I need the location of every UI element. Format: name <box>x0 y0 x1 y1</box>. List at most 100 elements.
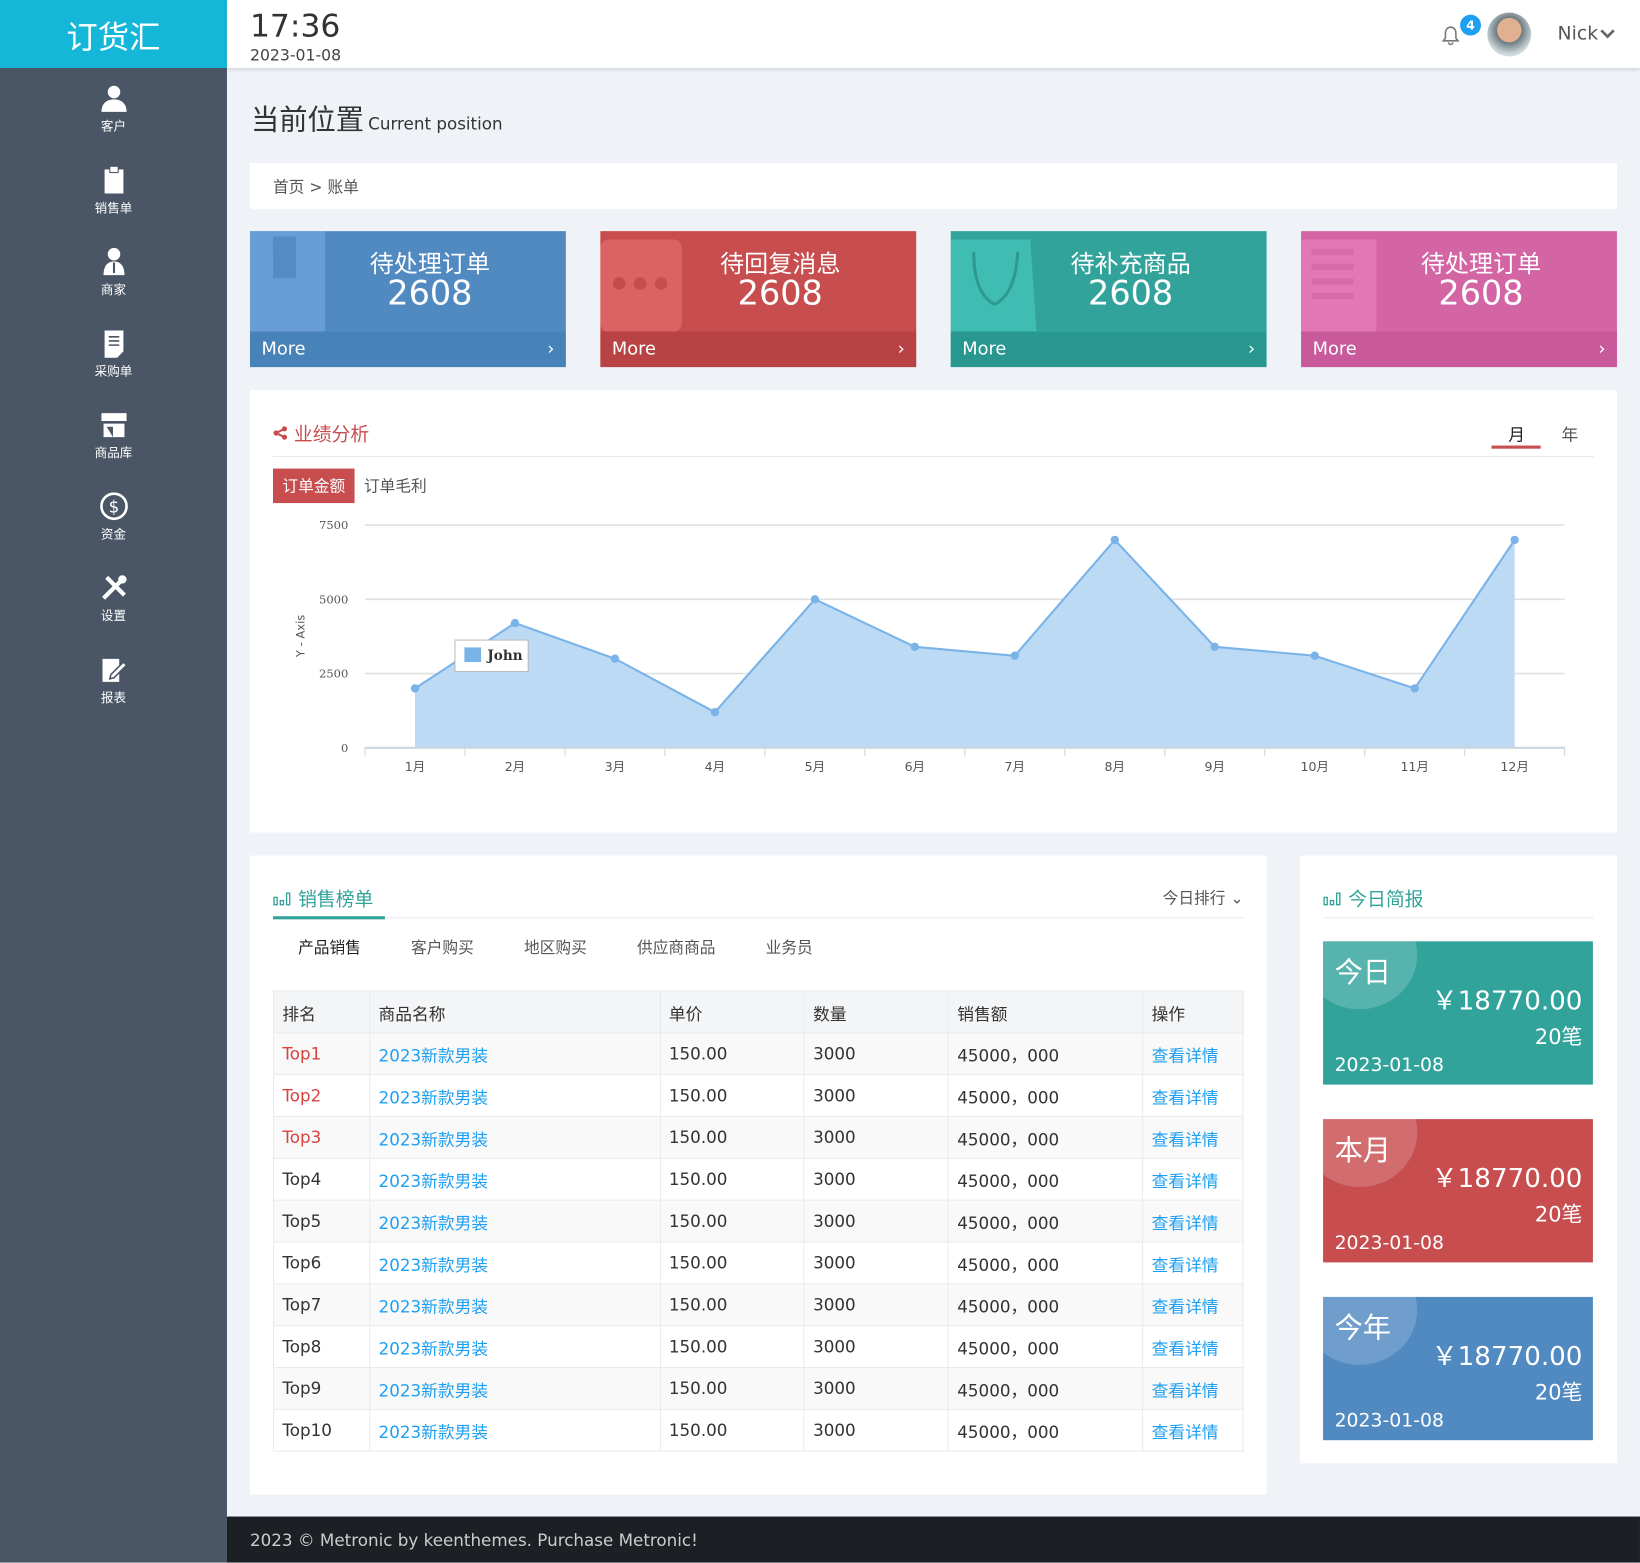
ranking-dropdown-label: 今日排行 <box>1162 889 1226 908</box>
card-more-link[interactable]: More › <box>249 331 566 368</box>
table-row: Top10 2023新款男装 150.00 3000 45000，000 查看详情 <box>272 1408 1244 1452</box>
stat-card-1[interactable]: 待回复消息 2608 More › <box>600 231 917 368</box>
card-more-link[interactable]: More › <box>600 331 917 368</box>
summary-label: 今年 <box>1334 1312 1392 1346</box>
product-link[interactable]: 2023新款男装 <box>378 1170 489 1191</box>
x-tick-label: 10月 <box>1300 759 1329 774</box>
view-details-link[interactable]: 查看详情 <box>1151 1087 1219 1108</box>
table-row: Top6 2023新款男装 150.00 3000 45000，000 查看详情 <box>272 1241 1244 1285</box>
summary-amount: ￥18770.00 <box>1431 985 1583 1016</box>
metric-gross-profit-button[interactable]: 订单毛利 <box>363 476 427 496</box>
sidebar-item-1[interactable]: 销售单 <box>0 150 227 232</box>
table-cell: Top4 <box>272 1157 371 1201</box>
summary-card-2: 今年 ￥18770.00 20笔 2023-01-08 <box>1323 1296 1593 1441</box>
product-link[interactable]: 2023新款男装 <box>378 1212 489 1233</box>
table-cell: 3000 <box>803 1074 949 1118</box>
sidebar-item-2[interactable]: 商家 <box>0 231 227 313</box>
table-cell: Top7 <box>272 1283 371 1327</box>
dollar-icon: $ <box>99 492 128 521</box>
sales-tab-1[interactable]: 客户购买 <box>411 938 474 957</box>
sidebar-item-3[interactable]: 采购单 <box>0 313 227 395</box>
card-value: 2608 <box>1088 272 1174 313</box>
table-cell: 45000，000 <box>947 1325 1144 1369</box>
sidebar-item-4[interactable]: 商品库 <box>0 394 227 476</box>
sidebar-item-7[interactable]: 报表 <box>0 639 227 721</box>
active-tab-indicator <box>1491 445 1541 449</box>
footer: 2023 © Metronic by keenthemes. Purchase … <box>226 1516 1640 1563</box>
column-header: 单价 <box>659 990 805 1034</box>
product-link[interactable]: 2023新款男装 <box>378 1129 489 1149</box>
table-cell: Top1 <box>272 1032 371 1076</box>
stat-card-0[interactable]: 待处理订单 2608 More › <box>249 231 566 368</box>
product-link[interactable]: 2023新款男装 <box>378 1380 489 1400</box>
breadcrumb[interactable]: 首页 > 账单 <box>249 163 1617 210</box>
table-cell: 150.00 <box>659 1115 805 1159</box>
product-link[interactable]: 2023新款男装 <box>378 1338 489 1359</box>
table-cell: Top5 <box>272 1199 371 1243</box>
card-value: 2608 <box>1438 272 1524 313</box>
sidebar-item-5[interactable]: $ 资金 <box>0 476 227 558</box>
view-details-link[interactable]: 查看详情 <box>1151 1421 1219 1442</box>
view-details-link[interactable]: 查看详情 <box>1151 1170 1219 1191</box>
product-link[interactable]: 2023新款男装 <box>378 1254 489 1275</box>
product-link[interactable]: 2023新款男装 <box>378 1087 489 1108</box>
view-details-link[interactable]: 查看详情 <box>1151 1296 1219 1317</box>
sales-tab-3[interactable]: 供应商商品 <box>637 938 716 957</box>
summary-date: 2023-01-08 <box>1334 1409 1444 1432</box>
card-more-link[interactable]: More › <box>1301 331 1617 368</box>
tab-year[interactable]: 年 <box>1561 424 1579 445</box>
sales-tab-4[interactable]: 业务员 <box>765 938 813 957</box>
stat-card-2[interactable]: 待补充商品 2608 More › <box>950 231 1267 368</box>
table-cell: 3000 <box>803 1157 949 1201</box>
sidebar: 客户 销售单 商家采购单商品库 $ 资金设置 报表 <box>0 67 227 1563</box>
view-details-link[interactable]: 查看详情 <box>1151 1338 1219 1359</box>
table-cell: 150.00 <box>659 1408 805 1452</box>
sidebar-item-label: 采购单 <box>94 363 133 379</box>
chevron-down-icon: ⌄ <box>1230 889 1244 908</box>
x-tick-label: 6月 <box>905 759 926 774</box>
view-details-link[interactable]: 查看详情 <box>1151 1254 1219 1275</box>
data-point <box>1210 642 1219 652</box>
product-link[interactable]: 2023新款男装 <box>378 1296 489 1317</box>
table-cell: 3000 <box>803 1241 949 1285</box>
stat-card-3[interactable]: 待处理订单 2608 More › <box>1301 231 1617 368</box>
sales-tab-0[interactable]: 产品销售 <box>298 938 361 957</box>
table-cell: 3000 <box>803 1408 949 1452</box>
table-cell: 查看详情 <box>1142 1283 1244 1327</box>
sidebar-item-6[interactable]: 设置 <box>0 557 227 639</box>
divider <box>272 917 1244 919</box>
ranking-dropdown[interactable]: 今日排行 ⌄ <box>1163 887 1244 909</box>
table-cell: 2023新款男装 <box>369 1199 661 1243</box>
product-link[interactable]: 2023新款男装 <box>378 1045 489 1066</box>
view-details-link[interactable]: 查看详情 <box>1151 1212 1219 1233</box>
avatar[interactable] <box>1487 12 1532 57</box>
area-fill <box>415 539 1515 748</box>
user-name[interactable]: Nick <box>1557 23 1599 45</box>
table-cell: 45000，000 <box>947 1032 1144 1076</box>
chevron-down-icon[interactable] <box>1600 28 1615 39</box>
card-more-link[interactable]: More › <box>950 331 1267 368</box>
x-tick-label: 7月 <box>1005 759 1026 774</box>
app-logo[interactable]: 订货汇 <box>0 0 227 68</box>
view-details-link[interactable]: 查看详情 <box>1151 1380 1219 1400</box>
view-details-link[interactable]: 查看详情 <box>1151 1129 1219 1149</box>
bell-icon[interactable] <box>1441 25 1460 46</box>
active-tab-indicator <box>272 916 385 920</box>
metric-order-amount-button[interactable]: 订单金额 <box>272 468 355 504</box>
table-cell: Top9 <box>272 1366 371 1410</box>
sidebar-item-label: 资金 <box>100 527 127 542</box>
table-cell: 45000，000 <box>947 1366 1144 1410</box>
y-tick-label: 5000 <box>319 592 348 606</box>
view-details-link[interactable]: 查看详情 <box>1151 1045 1219 1066</box>
tab-month[interactable]: 月 <box>1508 424 1525 445</box>
table-cell: 2023新款男装 <box>369 1157 661 1201</box>
table-cell: 150.00 <box>659 1157 805 1201</box>
sidebar-item-0[interactable]: 客户 <box>0 68 227 150</box>
sales-tab-2[interactable]: 地区购买 <box>524 938 587 957</box>
table-cell: 45000，000 <box>947 1283 1144 1327</box>
table-cell: 查看详情 <box>1142 1074 1244 1118</box>
x-tick-label: 5月 <box>805 759 826 774</box>
list-icon <box>1301 239 1377 332</box>
product-link[interactable]: 2023新款男装 <box>378 1421 489 1442</box>
column-header: 商品名称 <box>369 990 661 1034</box>
